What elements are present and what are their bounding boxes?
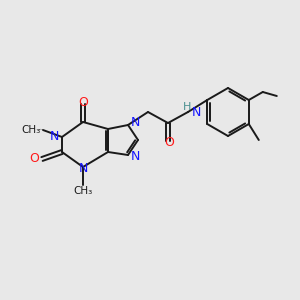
Text: O: O	[164, 136, 174, 149]
Text: O: O	[29, 152, 39, 166]
Text: N: N	[131, 116, 140, 128]
Text: methyl: methyl	[39, 128, 44, 130]
Text: H: H	[183, 102, 191, 112]
Text: O: O	[78, 95, 88, 109]
Text: N: N	[192, 106, 201, 119]
Text: N: N	[78, 163, 88, 176]
Text: CH₃: CH₃	[74, 186, 93, 196]
Text: N: N	[131, 151, 140, 164]
Text: CH₃: CH₃	[22, 125, 41, 135]
Text: N: N	[50, 130, 59, 142]
